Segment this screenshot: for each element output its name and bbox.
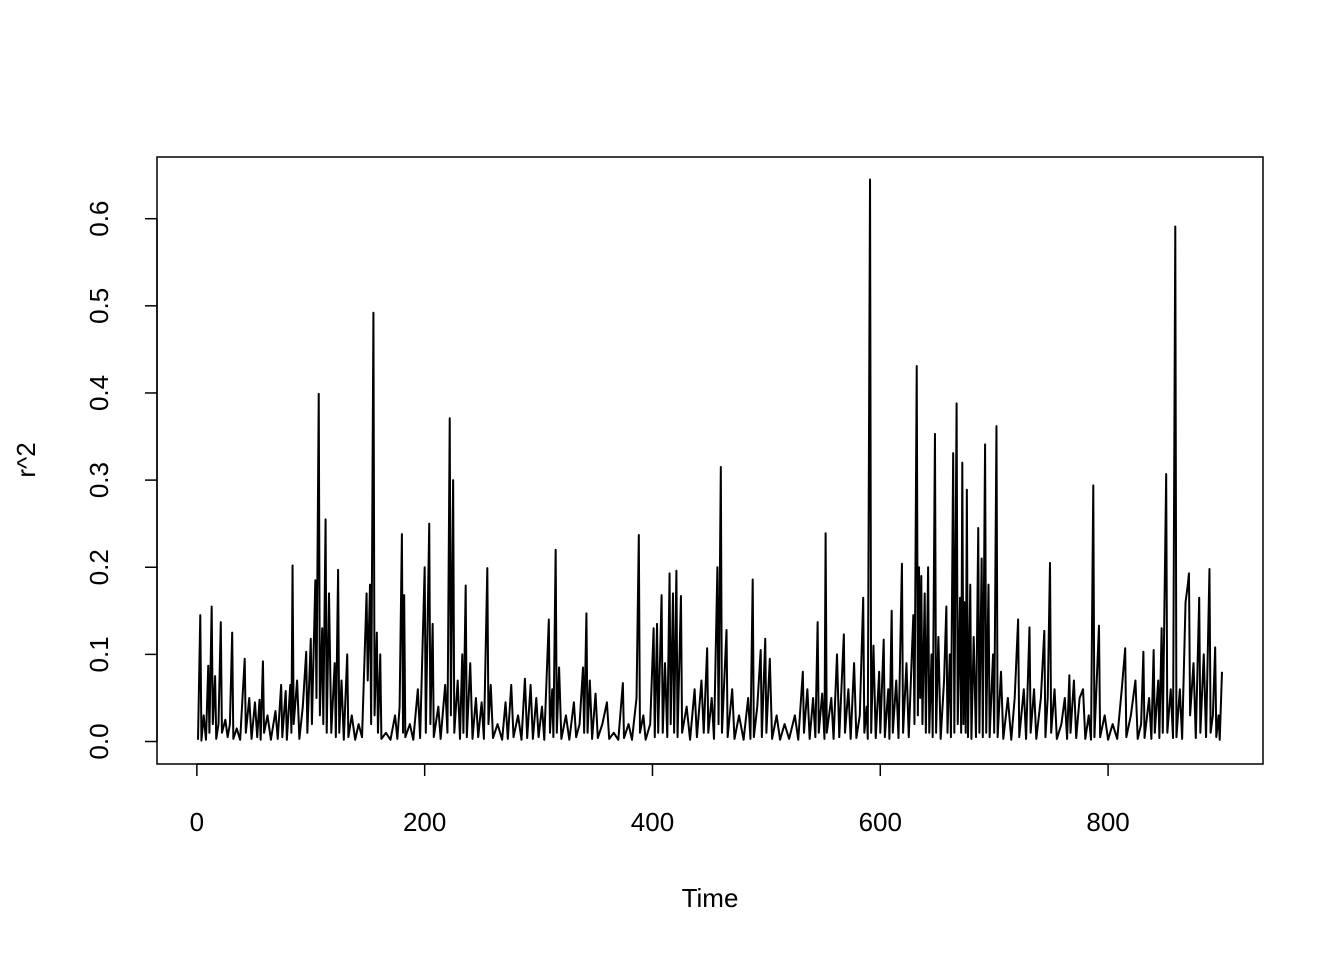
series-line [197,178,1223,742]
y-tick-label: 0.2 [84,549,114,585]
x-tick-label: 600 [859,807,902,837]
x-axis-label: Time [682,883,739,913]
y-tick-label: 0.3 [84,462,114,498]
y-axis-label: r^2 [11,442,41,477]
y-tick-label: 0.4 [84,375,114,411]
y-tick-label: 0.5 [84,288,114,324]
y-tick-label: 0.6 [84,201,114,237]
y-tick-label: 0.0 [84,723,114,759]
x-tick-label: 0 [190,807,204,837]
x-tick-label: 200 [403,807,446,837]
y-tick-label: 0.1 [84,636,114,672]
x-tick-label: 400 [631,807,674,837]
x-tick-label: 800 [1086,807,1129,837]
